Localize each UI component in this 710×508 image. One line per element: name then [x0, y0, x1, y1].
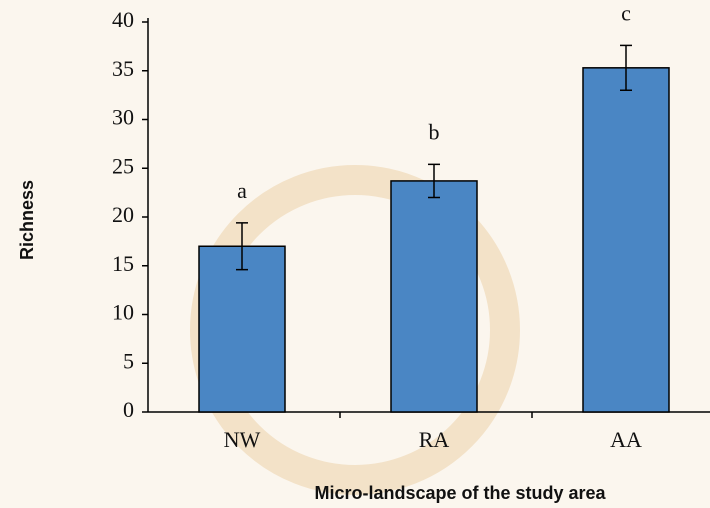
y-tick-label: 30: [112, 105, 134, 130]
significance-letter: b: [429, 119, 440, 144]
x-tick-label: RA: [419, 427, 450, 452]
bar: [199, 246, 285, 412]
y-axis-label: Richness: [17, 180, 37, 260]
bar: [583, 68, 669, 412]
y-tick-label: 35: [112, 56, 134, 81]
y-tick-label: 5: [123, 348, 134, 373]
significance-letter: a: [237, 178, 247, 203]
y-tick-label: 40: [112, 7, 134, 32]
x-tick-label: NW: [224, 427, 261, 452]
y-tick-label: 20: [112, 202, 134, 227]
y-tick-label: 0: [123, 397, 134, 422]
bar: [391, 181, 477, 412]
chart: Micro-landscape of the study area Richne…: [0, 0, 710, 508]
significance-letter: c: [621, 0, 631, 25]
x-axis-label: Micro-landscape of the study area: [314, 483, 606, 503]
x-tick-label: AA: [610, 427, 642, 452]
y-tick-label: 10: [112, 300, 134, 325]
y-tick-label: 15: [112, 251, 134, 276]
y-tick-label: 25: [112, 153, 134, 178]
